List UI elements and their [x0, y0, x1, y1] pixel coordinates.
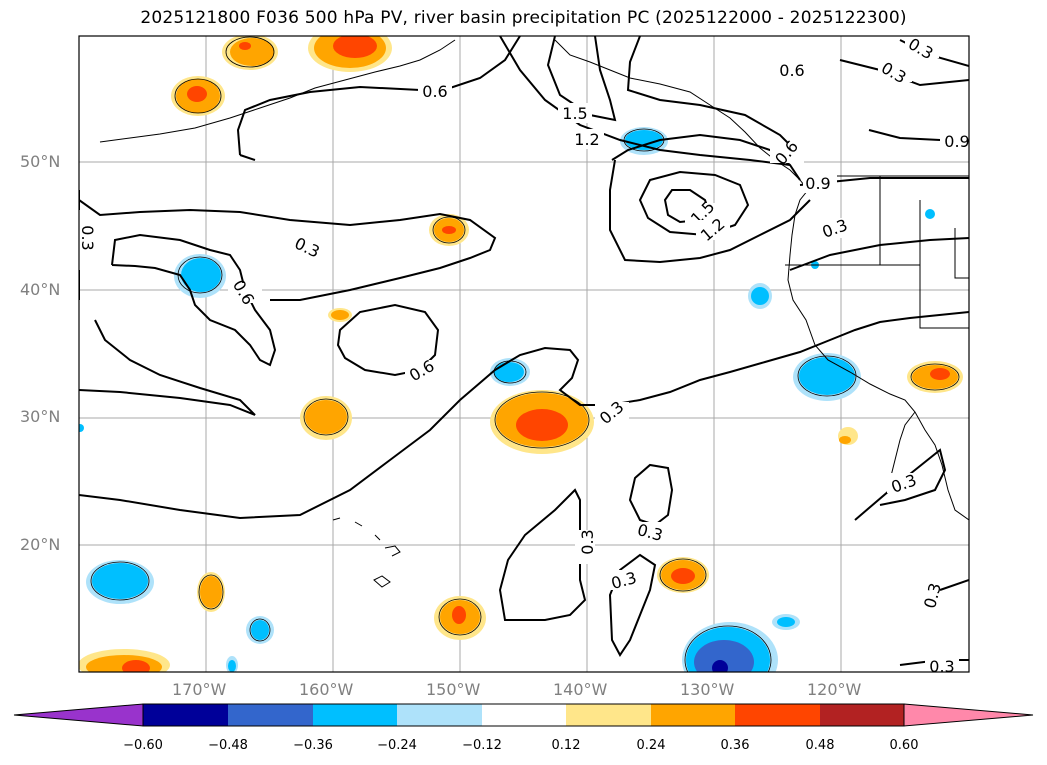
lat-label: 50°N	[20, 152, 61, 171]
negative-patch	[793, 353, 861, 401]
contour-label: 0.3	[578, 529, 597, 554]
positive-patch	[328, 308, 352, 322]
colorbar-label: −0.24	[377, 738, 417, 753]
lon-label: 170°W	[172, 680, 227, 699]
negative-patch	[772, 614, 800, 630]
contour-label-group: 0.6 1.5 1.2 0.3 0.3 0.6 0.9 0.9 1.5 1.2 …	[78, 36, 969, 676]
colorbar-label: 0.24	[636, 738, 666, 753]
colorbar-label: 0.12	[551, 738, 581, 753]
positive-patch	[171, 76, 225, 116]
lat-label: 30°N	[20, 407, 61, 426]
positive-patch	[429, 214, 469, 246]
contour-label: 0.3	[596, 397, 628, 428]
positive-patch	[308, 36, 392, 72]
negative-patch	[682, 622, 778, 672]
contour-label: 1.5	[562, 104, 587, 123]
contour-label: 1.2	[574, 130, 599, 149]
negative-patch	[748, 283, 772, 309]
positive-patch	[197, 572, 225, 612]
lon-label: 130°W	[680, 680, 735, 699]
contour-label: 0.6	[422, 82, 447, 101]
contour-label: 0.3	[78, 225, 97, 250]
positive-patch	[300, 396, 352, 440]
contour-label: 0.6	[229, 276, 258, 308]
contour-label: 0.3	[929, 657, 954, 676]
positive-patch	[490, 390, 594, 454]
colorbar-label: −0.12	[462, 738, 502, 753]
colorbar-label: −0.60	[123, 738, 163, 753]
contour-label: 0.6	[779, 61, 804, 80]
colorbar	[13, 703, 1034, 727]
map-title: 2025121800 F036 500 hPa PV, river basin …	[140, 8, 907, 28]
negative-patch	[490, 358, 530, 386]
negative-patch	[246, 616, 274, 644]
contour-label: 0.9	[944, 132, 969, 151]
negative-patch	[226, 656, 238, 672]
positive-patch	[838, 427, 858, 445]
lon-label: 140°W	[553, 680, 608, 699]
pv-contours	[79, 36, 969, 666]
positive-patch	[907, 361, 963, 393]
colorbar-label: −0.48	[208, 738, 248, 753]
lon-label: 160°W	[299, 680, 354, 699]
lon-label: 120°W	[807, 680, 862, 699]
colorbar-label: −0.36	[293, 738, 333, 753]
positive-patch	[657, 557, 709, 593]
positive-patch	[79, 649, 170, 672]
colorbar-under	[13, 703, 144, 727]
lat-label: 40°N	[20, 280, 61, 299]
colorbar-label: 0.36	[720, 738, 750, 753]
coastlines	[99, 39, 969, 588]
colorbar-label: 0.60	[889, 738, 919, 753]
colorbar-over	[903, 703, 1034, 727]
positive-patch	[434, 596, 486, 640]
lon-label: 150°W	[426, 680, 481, 699]
negative-patch	[86, 560, 154, 604]
colorbar-label: 0.48	[805, 738, 835, 753]
positive-patch	[222, 36, 278, 70]
map-frame	[78, 35, 970, 673]
contour-label: 0.9	[805, 174, 830, 193]
lat-label: 20°N	[20, 535, 61, 554]
